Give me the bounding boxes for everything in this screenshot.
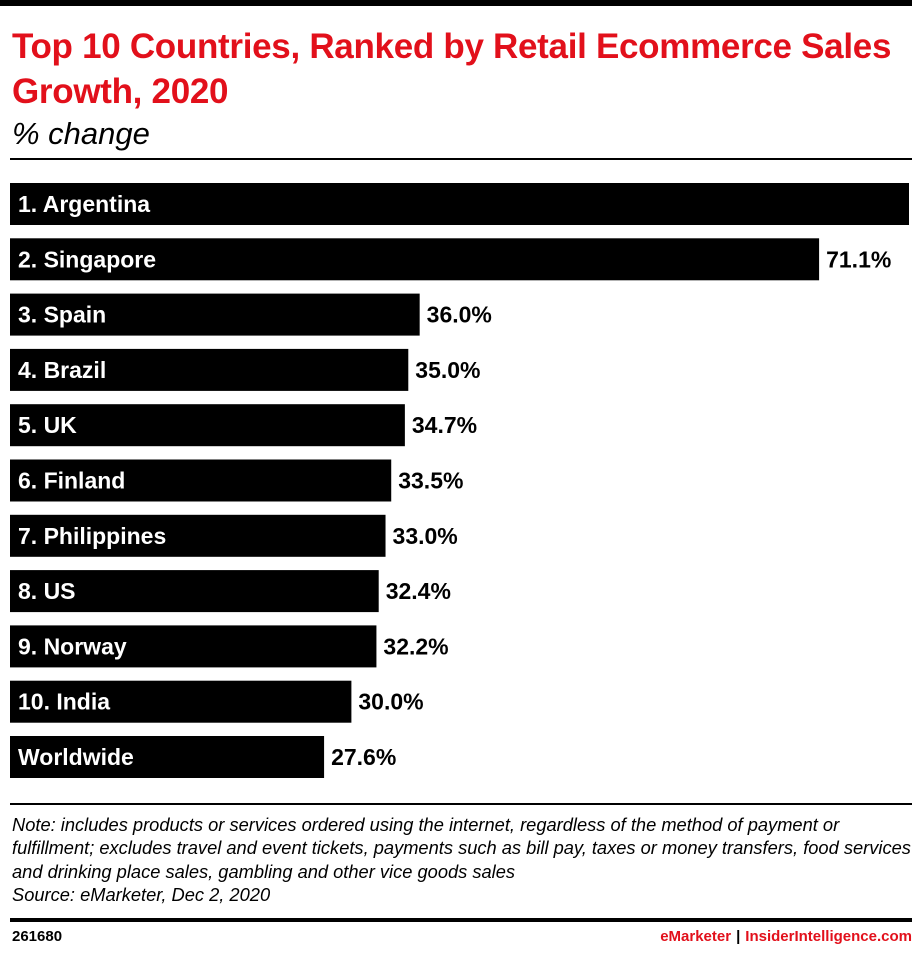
- bar-2: [10, 238, 820, 281]
- chart-id: 261680: [12, 928, 63, 945]
- value-label: 36.0%: [427, 302, 492, 328]
- brand-insider-intelligence[interactable]: InsiderIntelligence.com: [745, 928, 912, 945]
- category-label: 7. Philippines: [18, 523, 166, 549]
- header-divider: [10, 158, 912, 160]
- value-label: 32.2%: [383, 633, 448, 659]
- category-label: 3. Spain: [18, 302, 106, 328]
- chart-title: Top 10 Countries, Ranked by Retail Ecomm…: [12, 27, 892, 111]
- category-label: 2. Singapore: [18, 246, 156, 272]
- value-label: 30.0%: [358, 689, 423, 715]
- bar-1: [10, 183, 909, 225]
- footer-brand: eMarketer | InsiderIntelligence.com: [660, 928, 912, 945]
- bar-6: [10, 459, 392, 502]
- value-label: 33.5%: [398, 468, 463, 494]
- bar-5: [10, 404, 405, 447]
- category-label: 4. Brazil: [18, 357, 106, 383]
- bar-3: [10, 293, 420, 336]
- value-label: 32.4%: [386, 578, 451, 604]
- category-label: 1. Argentina: [18, 191, 150, 217]
- bar-11: [10, 736, 325, 778]
- category-label: 9. Norway: [18, 633, 127, 659]
- bar-chart: 1. Argentina 79.0% 2. Singapore 71.1% 3. Spa…: [10, 183, 909, 778]
- bar-9: [10, 625, 377, 668]
- category-label: 8. US: [18, 578, 76, 604]
- value-label: 33.0%: [393, 523, 458, 549]
- brand-separator: |: [736, 928, 741, 945]
- value-label: 34.7%: [412, 412, 477, 438]
- top-rule: [0, 0, 912, 6]
- footer-divider: [10, 918, 912, 922]
- chart-note: Note: includes products or services orde…: [12, 814, 911, 906]
- value-label: 71.1%: [826, 246, 891, 272]
- brand-emarketer[interactable]: eMarketer: [660, 928, 732, 945]
- chart-subtitle: % change: [12, 116, 150, 151]
- notes-divider: [10, 803, 912, 805]
- value-label: 35.0%: [415, 357, 480, 383]
- category-label: Worldwide: [18, 744, 134, 770]
- bar-10: [10, 680, 352, 723]
- category-label: 10. India: [18, 689, 110, 715]
- bar-8: [10, 570, 379, 613]
- bar-7: [10, 514, 386, 557]
- value-label: 79.0%: [836, 191, 901, 217]
- category-label: 6. Finland: [18, 468, 125, 494]
- value-label: 27.6%: [331, 744, 396, 770]
- bar-4: [10, 348, 409, 391]
- category-label: 5. UK: [18, 412, 77, 438]
